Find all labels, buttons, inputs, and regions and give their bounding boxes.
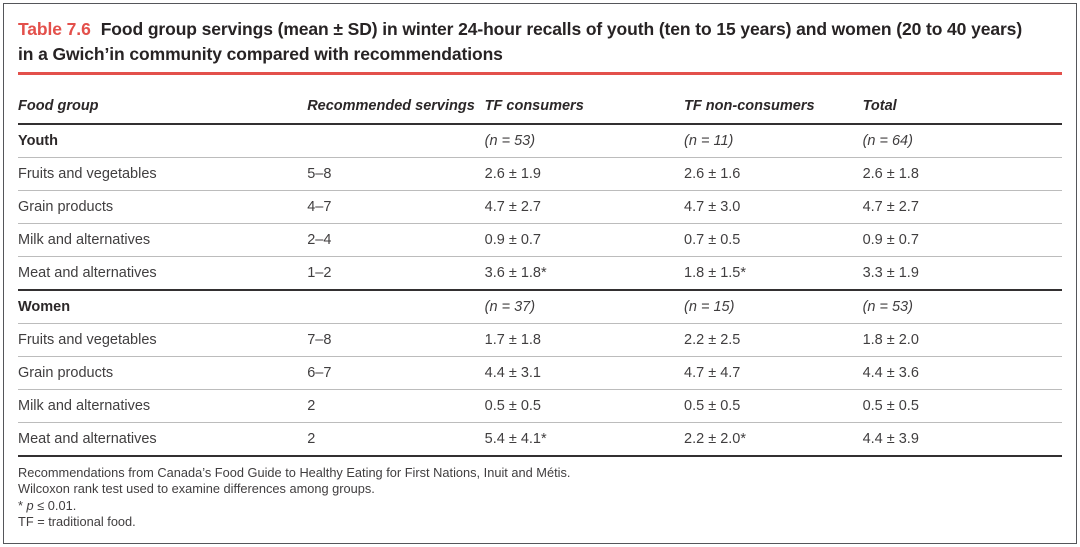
cell-value: 4.7 ± 2.7 [862,190,1062,224]
table-row: Fruits and vegetables 5–8 2.6 ± 1.9 2.6 … [18,157,1062,191]
caption-divider [18,72,1062,75]
header-row: Food group Recommended servings TF consu… [18,84,1062,125]
section-row-youth: Youth (n = 53) (n = 11) (n = 64) [18,122,1062,158]
section-label: Women [18,288,308,324]
cell-value: 4.7 ± 2.7 [484,190,685,224]
cell-value: 0.5 ± 0.5 [484,389,685,423]
cell-sample-size: (n = 11) [684,122,863,158]
cell-value: 1.7 ± 1.8 [484,323,685,357]
cell-food-group: Meat and alternatives [18,256,308,290]
cell-food-group: Meat and alternatives [18,422,308,457]
section-row-women: Women (n = 37) (n = 15) (n = 53) [18,288,1062,324]
cell-food-group: Fruits and vegetables [18,323,308,357]
cell-value: 2.6 ± 1.8 [862,157,1062,191]
table-caption: Table 7.6 Food group servings (mean ± SD)… [18,17,1028,67]
cell-food-group: Milk and alternatives [18,223,308,257]
table-title: Food group servings (mean ± SD) in winte… [18,19,1023,64]
column-header-tf-non-consumers: TF non-consumers [684,84,863,125]
cell-recommended: 4–7 [307,190,485,224]
footnote-p-value: ≤ 0.01. [33,497,77,513]
cell-value: 3.6 ± 1.8* [484,256,685,290]
column-header-total: Total [862,84,1062,125]
table-number-label: Table 7.6 [18,19,91,39]
cell-sample-size: (n = 53) [862,288,1062,324]
footnote-p-symbol: p [26,497,34,513]
cell-empty [307,288,485,324]
cell-recommended: 7–8 [307,323,485,357]
table-row: Grain products 6–7 4.4 ± 3.1 4.7 ± 4.7 4… [18,356,1062,390]
footnote-tf-definition: TF = traditional food. [18,514,136,529]
cell-recommended: 2–4 [307,223,485,257]
table-row: Meat and alternatives 1–2 3.6 ± 1.8* 1.8… [18,256,1062,290]
cell-value: 0.5 ± 0.5 [684,389,863,423]
table-frame: Table 7.6 Food group servings (mean ± SD)… [3,3,1077,544]
column-header-recommended-servings: Recommended servings [307,84,485,125]
cell-value: 1.8 ± 1.5* [684,256,863,290]
cell-value: 1.8 ± 2.0 [862,323,1062,357]
cell-value: 4.4 ± 3.1 [484,356,685,390]
cell-value: 4.7 ± 4.7 [684,356,863,390]
cell-value: 0.5 ± 0.5 [862,389,1062,423]
cell-value: 3.3 ± 1.9 [862,256,1062,290]
cell-empty [307,122,485,158]
table-footnotes: Recommendations from Canada’s Food Guide… [18,465,1062,531]
cell-food-group: Grain products [18,356,308,390]
cell-recommended: 2 [307,422,485,457]
cell-recommended: 6–7 [307,356,485,390]
cell-sample-size: (n = 37) [484,288,685,324]
cell-sample-size: (n = 15) [684,288,863,324]
table-body: Youth (n = 53) (n = 11) (n = 64) Fruits … [18,122,1062,457]
cell-recommended: 2 [307,389,485,423]
table-row: Fruits and vegetables 7–8 1.7 ± 1.8 2.2 … [18,323,1062,357]
section-label: Youth [18,122,308,158]
cell-sample-size: (n = 64) [862,122,1062,158]
cell-recommended: 1–2 [307,256,485,290]
table-header: Food group Recommended servings TF consu… [18,84,1062,125]
table-row: Grain products 4–7 4.7 ± 2.7 4.7 ± 3.0 4… [18,190,1062,224]
footnote-star: * [18,497,27,513]
food-group-servings-table: Food group Recommended servings TF consu… [18,84,1062,457]
cell-food-group: Fruits and vegetables [18,157,308,191]
footnote-recommendations: Recommendations from Canada’s Food Guide… [18,464,571,480]
cell-value: 2.2 ± 2.0* [684,422,863,457]
cell-value: 2.6 ± 1.6 [684,157,863,191]
cell-value: 0.9 ± 0.7 [484,223,685,257]
cell-food-group: Milk and alternatives [18,389,308,423]
cell-value: 4.4 ± 3.6 [862,356,1062,390]
cell-food-group: Grain products [18,190,308,224]
cell-recommended: 5–8 [307,157,485,191]
cell-value: 2.6 ± 1.9 [484,157,685,191]
cell-value: 0.7 ± 0.5 [684,223,863,257]
cell-value: 2.2 ± 2.5 [684,323,863,357]
table-row: Meat and alternatives 2 5.4 ± 4.1* 2.2 ±… [18,422,1062,457]
table-row: Milk and alternatives 2 0.5 ± 0.5 0.5 ± … [18,389,1062,423]
footnote-significance: * p ≤ 0.01. [18,498,1062,515]
column-header-food-group: Food group [18,84,308,125]
cell-value: 4.4 ± 3.9 [862,422,1062,457]
cell-value: 0.9 ± 0.7 [862,223,1062,257]
column-header-tf-consumers: TF consumers [484,84,685,125]
cell-sample-size: (n = 53) [484,122,685,158]
footnote-wilcoxon: Wilcoxon rank test used to examine diffe… [18,481,375,496]
table-row: Milk and alternatives 2–4 0.9 ± 0.7 0.7 … [18,223,1062,257]
cell-value: 4.7 ± 3.0 [684,190,863,224]
cell-value: 5.4 ± 4.1* [484,422,685,457]
